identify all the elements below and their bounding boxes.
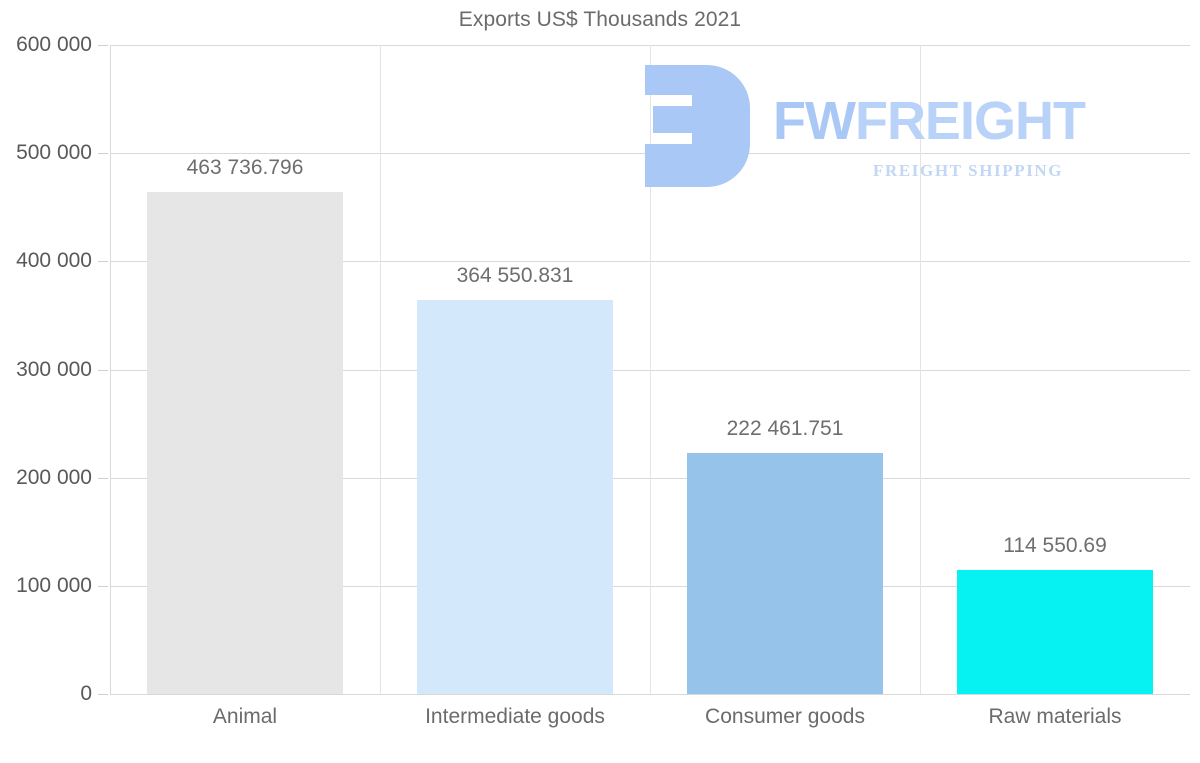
y-axis-tick-mark	[98, 369, 108, 371]
bar[interactable]	[417, 299, 613, 694]
bar-value-label: 463 736.796	[186, 156, 304, 180]
y-axis-tick-mark	[98, 153, 108, 155]
x-axis-label: Animal	[212, 705, 278, 728]
x-axis-label: Consumer goods	[705, 705, 865, 728]
y-axis-tick-label: 100 000	[16, 573, 92, 597]
y-axis-tick-mark	[98, 45, 108, 46]
plot-area	[110, 45, 1190, 695]
y-axis-tick-label: 500 000	[16, 141, 92, 165]
x-axis-label: Intermediate goods	[425, 705, 605, 728]
bar[interactable]	[687, 453, 883, 694]
y-axis-tick-label: 400 000	[16, 249, 92, 273]
y-axis-tick-mark	[98, 261, 108, 263]
y-axis-tick-mark	[98, 585, 108, 587]
y-axis-tick-label: 0	[80, 682, 92, 705]
x-axis-label: Raw materials	[988, 705, 1122, 728]
category-separator	[920, 45, 921, 694]
bar-value-label: 222 461.751	[726, 417, 844, 441]
y-axis-tick-label: 200 000	[16, 465, 92, 489]
bar[interactable]	[147, 192, 343, 694]
chart-title: Exports US$ Thousands 2021	[458, 8, 742, 31]
category-separator	[650, 45, 651, 694]
y-axis-tick-label: 600 000	[16, 33, 92, 56]
y-axis-tick-label: 300 000	[16, 357, 92, 381]
bar-value-label: 364 550.831	[456, 263, 574, 287]
category-separator	[380, 45, 381, 694]
gridline	[110, 694, 1190, 695]
y-axis-tick-mark	[98, 694, 108, 695]
y-axis-tick-mark	[98, 477, 108, 479]
bar[interactable]	[957, 570, 1153, 694]
bar-value-label: 114 550.69	[1003, 534, 1107, 558]
